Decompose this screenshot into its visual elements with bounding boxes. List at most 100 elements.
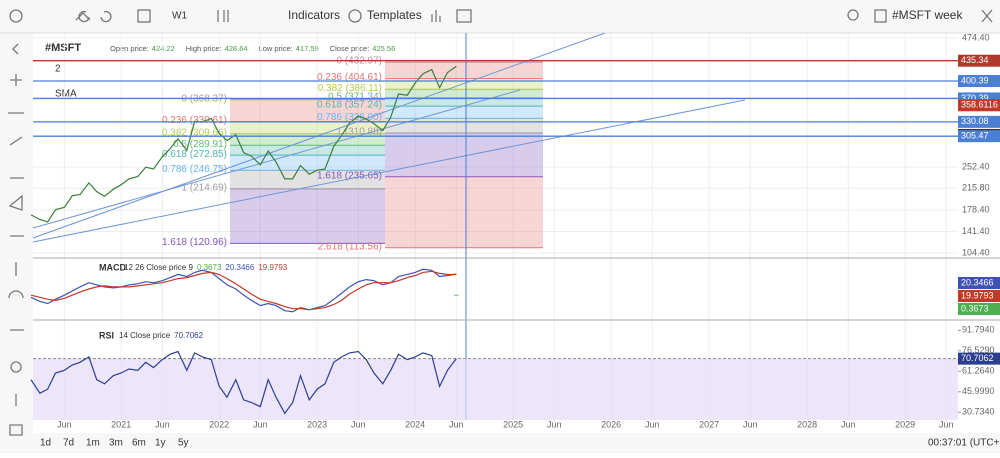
x-tick-label: Jun [645,419,660,429]
x-tick-label: Jun [841,419,856,429]
bottom-bar [33,433,1000,453]
rsi-title: RSI [99,330,114,340]
rsi-tick-label: 30.7340 [962,407,995,417]
legend-value: 425.56 [372,44,395,53]
symbol-select[interactable]: #MSFT week [892,8,963,22]
fib-band [385,97,543,107]
fib-label: 1 (214.69) [181,183,227,194]
period-button[interactable]: 6m [132,438,146,449]
x-tick-label: 2029 [895,419,915,429]
fib-label: 1.618 (235.65) [317,170,382,181]
fib-band [385,62,543,79]
price-badge-label: 435.34 [961,55,989,65]
fib-band [385,106,543,119]
fib-label: 1 (310.88) [336,127,382,138]
trend-line[interactable] [32,99,746,243]
fib-label: 2.618 (113.56) [318,241,382,252]
price-badge-label: 370.39 [961,93,989,103]
interval[interactable]: W1 [172,11,187,22]
price-badge [958,54,1000,67]
macd-badge [958,277,1000,289]
macd-line [30,270,457,311]
rsi-fill [33,358,958,420]
x-tick-label: Jun [547,419,562,429]
rsi-badge [958,352,1000,365]
period-button[interactable]: 5y [178,438,189,449]
legend-value: 417.59 [296,44,319,53]
y-tick-label: 178.40 [962,204,990,214]
macd-badge [958,290,1000,302]
fib-band [385,133,543,177]
macd-badge-label: 0.3673 [961,303,989,313]
macd-legend-value: 0.3673 [197,263,222,272]
legend-label: Low price: [259,44,293,53]
y-tick-label: 215.80 [962,183,990,193]
toolbar-icons[interactable] [8,9,993,436]
rsi-badge-label: 70.7062 [961,353,994,363]
fib-label: 0.236 (404.61) [317,72,382,83]
fib-band [230,155,385,171]
fib-label: 0.786 (336.00) [317,112,382,123]
fib-band [230,121,385,134]
y-tick-label: 104.40 [962,247,990,257]
fib-label: 0.5 (371.34) [328,92,382,103]
macd-line [30,268,457,313]
trend-line[interactable] [32,32,606,239]
legend-value: 428.64 [225,44,248,53]
x-tick-label: 2022 [209,419,229,429]
x-tick-label: 2027 [699,419,719,429]
x-tick-label: Jun [253,419,268,429]
x-tick-label: 2021 [111,419,131,429]
x-tick-label: Jun [351,419,366,429]
sma-period[interactable]: 2 [55,64,61,75]
x-tick-label: 2025 [503,419,523,429]
fib-label: 0.618 (357.24) [317,100,382,111]
x-tick-label: 2024 [405,419,425,429]
x-tick-label: Jun [939,419,954,429]
fib-label: 0.618 (272.85) [162,149,227,160]
legend-label: High price: [186,44,222,53]
templates-button[interactable]: Templates [367,8,422,22]
rsi-legend-value: 70.7062 [174,331,203,340]
y-tick-label: 252.40 [962,161,990,171]
period-button[interactable]: 7d [63,438,74,449]
macd-badge [958,303,1000,315]
trend-line[interactable] [32,89,521,229]
period-button[interactable]: 1y [155,438,166,449]
macd-legend-value: 20.3466 [225,263,254,272]
macd-params: 12 26 Close price 9 [124,263,193,272]
x-tick-label: Jun [743,419,758,429]
period-button[interactable]: 1d [40,438,51,449]
left-toolbar [0,33,33,453]
rsi-line [30,350,457,415]
period-button[interactable]: 3m [109,438,123,449]
price-badge [958,75,1000,88]
macd-badge-label: 19.9793 [961,290,994,300]
y-tick-label: 474.40 [962,32,990,42]
x-tick-label: Jun [155,419,170,429]
indicators-button[interactable]: Indicators [288,8,340,22]
fib-band [385,118,543,134]
x-tick-label: Jun [57,419,72,429]
price-badge-label: 400.39 [961,75,989,85]
legend-value: 424.22 [152,44,175,53]
price-badge-label: 330.08 [961,116,989,126]
rsi-tick-label: 91.7940 [962,325,995,335]
price-badge-label: 358.6116 [961,100,998,110]
fib-band [385,89,543,98]
price-badge [958,130,1000,143]
legend-label: Close price: [330,44,370,53]
fib-label: 0.382 (309.66) [162,127,227,138]
x-tick-label: 2023 [307,419,327,429]
clock: 00:37:01 (UTC+3) [928,438,1000,449]
period-button[interactable]: 1m [86,438,100,449]
x-tick-label: Jun [449,419,464,429]
sma-label[interactable]: SMA [55,89,77,100]
x-tick-label: 2026 [601,419,621,429]
legend-label: Open price: [110,44,149,53]
fib-label: 0.786 (246.75) [162,164,227,175]
price-badge [958,99,1000,112]
macd-title: MACD [99,262,126,272]
macd-histogram-bar [454,294,459,296]
